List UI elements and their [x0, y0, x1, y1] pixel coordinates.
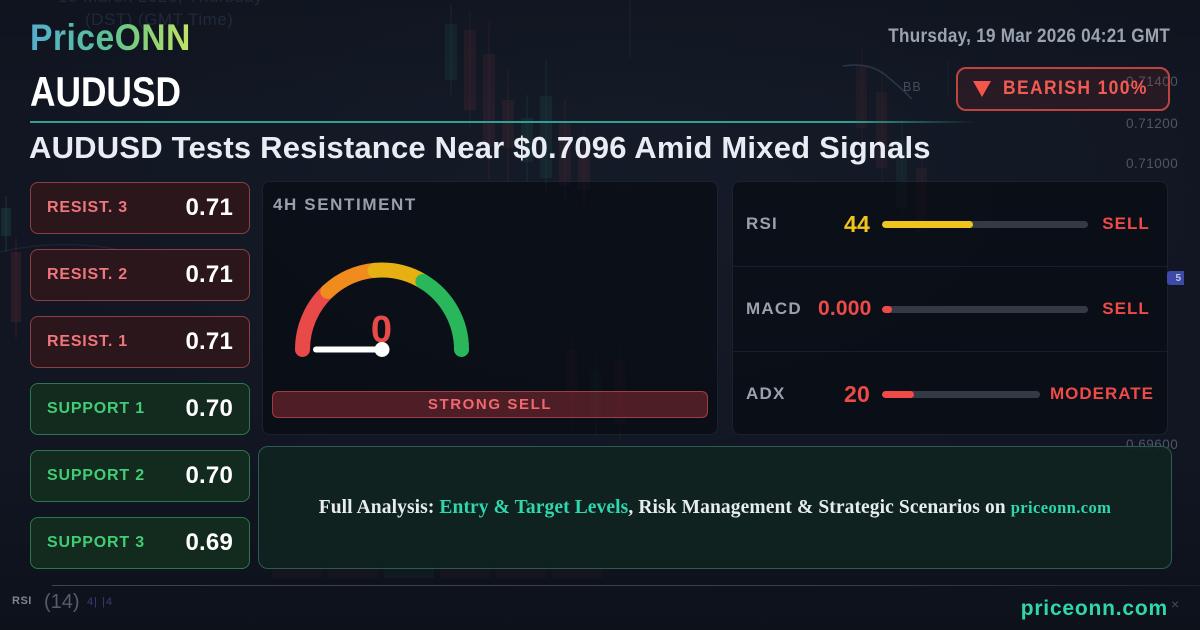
level-label: SUPPORT 1 [47, 400, 145, 417]
indicator-progress-track [882, 220, 1088, 228]
level-box-support-3: SUPPORT 3 0.69 [30, 517, 250, 569]
indicator-name: ADX [746, 384, 786, 403]
price-axis-label: 0.71000 [1126, 156, 1179, 171]
level-value: 0.71 [185, 194, 233, 221]
indicator-row-adx: ADX 20 MODERATE [733, 352, 1167, 436]
sentiment-verdict-bar: STRONG SELL [272, 391, 708, 418]
rsi-pane-label: RSI [12, 595, 32, 607]
level-box-resistance-1: RESIST. 1 0.71 [30, 316, 250, 368]
gauge-value-label: 0 [371, 309, 392, 351]
analysis-site-link[interactable]: priceonn.com [1010, 497, 1112, 517]
price-tag-badge: 5 [1167, 271, 1184, 285]
level-value: 0.71 [185, 261, 233, 288]
sentiment-panel: 4H SENTIMENT 0 STRONG SELL [262, 181, 718, 435]
level-value: 0.71 [185, 328, 233, 355]
level-label: RESIST. 3 [47, 199, 129, 216]
site-link[interactable]: priceonn.com [1020, 597, 1168, 620]
analysis-banner-text: Full Analysis: Entry & Target Levels, Ri… [319, 497, 1112, 519]
row-divider [733, 351, 1167, 352]
watermark-date-line1: 19 March 2026, Thursday [58, 0, 263, 7]
level-box-resistance-3: RESIST. 3 0.71 [30, 182, 250, 234]
title-underline [30, 121, 1170, 123]
bottom-divider [52, 585, 1200, 586]
gauge-needle [313, 342, 390, 357]
indicator-progress-track [882, 305, 1088, 313]
pair-title: AUDUSD [30, 68, 181, 115]
signal-badge-label: BEARISH 100% [1003, 78, 1148, 99]
price-axis-label: 0.71200 [1126, 116, 1179, 131]
analysis-text-prefix: Full Analysis: [318, 496, 440, 518]
sentiment-panel-title: 4H SENTIMENT [273, 195, 417, 214]
close-icon: × [1171, 596, 1180, 612]
level-value: 0.69 [185, 529, 233, 556]
sentiment-verdict-label: STRONG SELL [427, 396, 553, 413]
indicator-value: 20 [844, 380, 870, 407]
indicator-name: RSI [746, 214, 778, 233]
indicator-progress-fill [882, 390, 914, 398]
level-box-support-2: SUPPORT 2 0.70 [30, 450, 250, 502]
sentiment-gauge: 0 [295, 262, 469, 357]
level-label: SUPPORT 3 [47, 534, 145, 551]
indicator-progress-fill [882, 305, 892, 313]
indicator-signal: MODERATE [1049, 384, 1154, 403]
rsi-pane-period: (14) [44, 591, 80, 613]
price-axis-label: 0.71400 [1126, 74, 1179, 89]
indicator-value: 0.000 [818, 297, 872, 320]
indicator-panel: RSI 44 SELL MACD 0.000 SELL ADX 20 MODER… [732, 181, 1168, 435]
level-box-resistance-2: RESIST. 2 0.71 [30, 249, 250, 301]
indicator-signal: SELL [1102, 299, 1150, 318]
indicator-name: MACD [746, 299, 802, 318]
indicator-progress-fill [882, 220, 973, 228]
indicator-value: 44 [844, 210, 870, 237]
faint-chart-marks: 4| |4 [87, 596, 114, 608]
indicator-row-rsi: RSI 44 SELL [733, 182, 1167, 266]
brand-logo: PriceONN [30, 17, 191, 58]
level-value: 0.70 [185, 395, 233, 422]
level-label: SUPPORT 2 [47, 467, 145, 484]
indicator-progress-track [882, 390, 1040, 398]
signal-badge: BEARISH 100% [956, 67, 1170, 111]
watermark-date-line2: (DST) (GMT Time) [85, 10, 234, 29]
analysis-text-middle: , Risk Management & Strategic Scenarios … [628, 496, 1011, 518]
analysis-text-highlight[interactable]: Entry & Target Levels [439, 496, 629, 518]
level-value: 0.70 [185, 462, 233, 489]
level-box-support-1: SUPPORT 1 0.70 [30, 383, 250, 435]
bb-indicator-label: BB [903, 80, 922, 94]
row-divider [733, 266, 1167, 267]
analysis-banner: Full Analysis: Entry & Target Levels, Ri… [258, 446, 1172, 569]
headline: AUDUSD Tests Resistance Near $0.7096 Ami… [29, 130, 931, 165]
datetime-text: Thursday, 19 Mar 2026 04:21 GMT [888, 26, 1170, 47]
bearish-triangle-icon [973, 81, 991, 97]
indicator-signal: SELL [1102, 214, 1150, 233]
level-label: RESIST. 1 [47, 333, 129, 350]
level-label: RESIST. 2 [47, 266, 129, 283]
indicator-row-macd: MACD 0.000 SELL [733, 267, 1167, 351]
